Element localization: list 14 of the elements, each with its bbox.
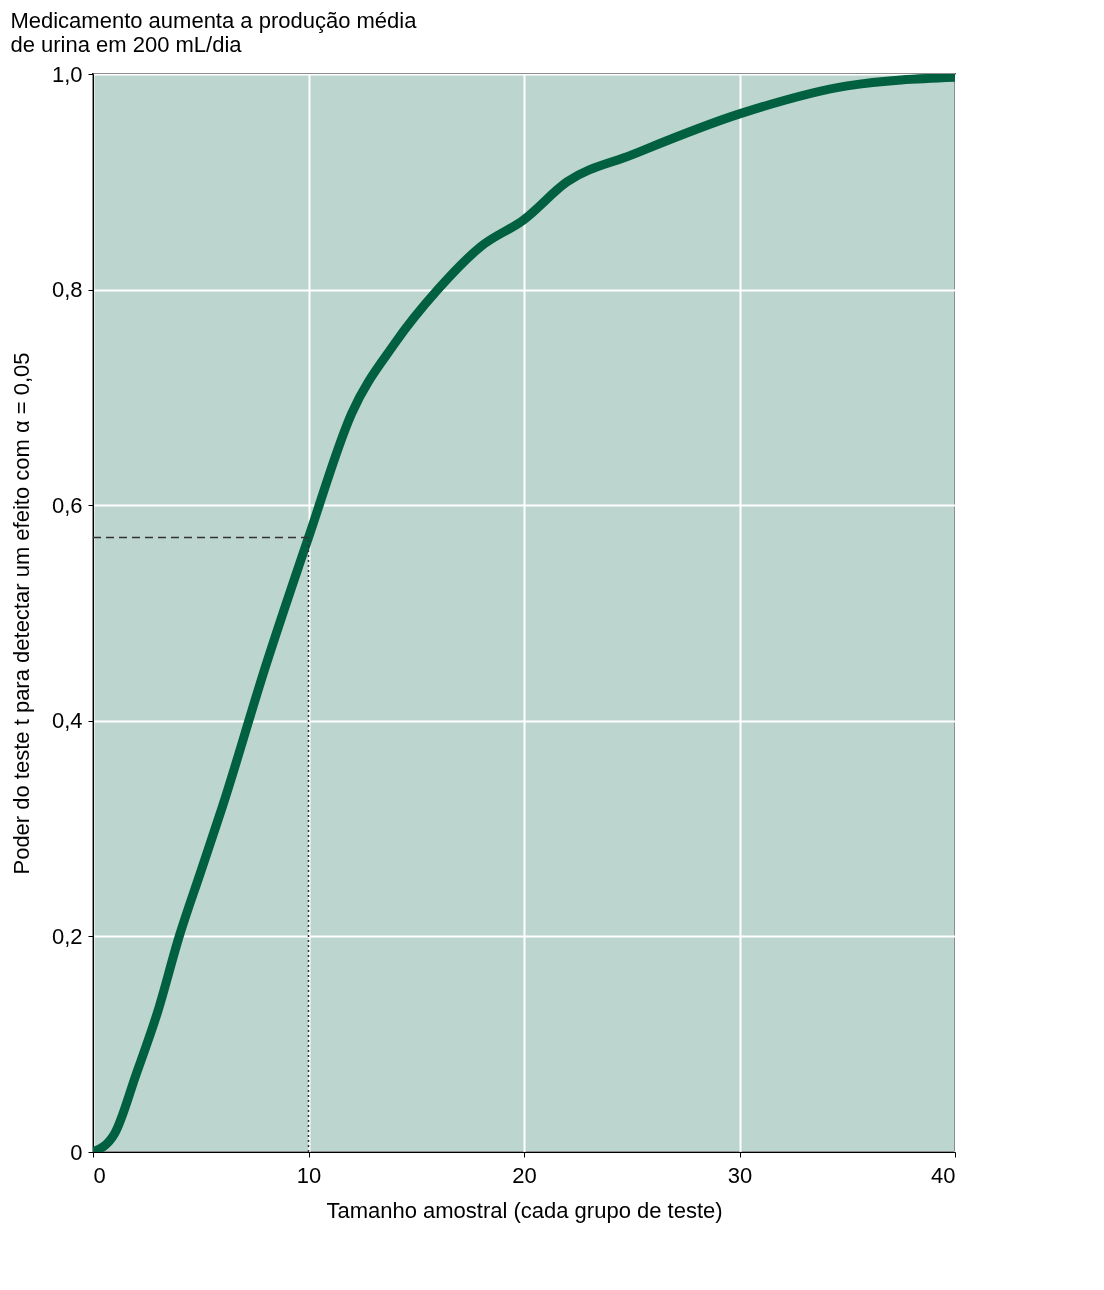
y-tick-label: 0,4 <box>51 708 83 734</box>
y-tick-label: 1,0 <box>51 61 83 87</box>
y-axis-title: Poder do teste t para detectar um efeito com α = 0,05 <box>8 352 34 875</box>
y-tick-label: 0,8 <box>51 277 83 303</box>
y-tick-label: 0 <box>70 1139 83 1165</box>
x-tick-label: 20 <box>512 1162 537 1188</box>
x-tick-label: 0 <box>93 1162 106 1188</box>
x-tick-label: 10 <box>296 1162 322 1188</box>
y-tick-label: 0,6 <box>51 492 83 518</box>
x-tick-label: 30 <box>727 1162 753 1188</box>
x-tick-label: 40 <box>931 1162 956 1188</box>
x-axis-title: Tamanho amostral (cada grupo de teste) <box>326 1197 723 1223</box>
y-tick-label: 0,2 <box>51 923 83 949</box>
chart-title: Medicamento aumenta a produção média de urina em 200 mL/dia <box>10 8 418 57</box>
